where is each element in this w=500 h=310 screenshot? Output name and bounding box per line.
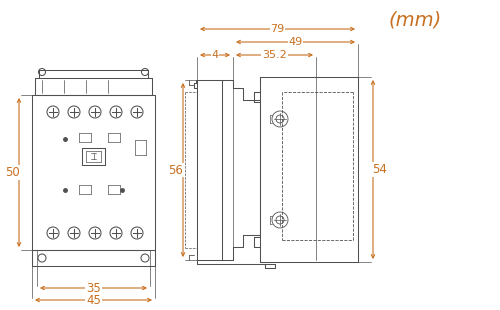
Text: 35: 35 (86, 281, 101, 294)
Text: 79: 79 (270, 24, 284, 34)
Text: 56: 56 (168, 163, 184, 176)
Text: 54: 54 (372, 163, 388, 176)
Text: 50: 50 (4, 166, 20, 179)
Text: 45: 45 (86, 294, 101, 307)
Text: 4: 4 (212, 50, 218, 60)
Text: 49: 49 (288, 37, 302, 47)
Text: 35.2: 35.2 (262, 50, 287, 60)
Text: (mm): (mm) (388, 11, 442, 29)
